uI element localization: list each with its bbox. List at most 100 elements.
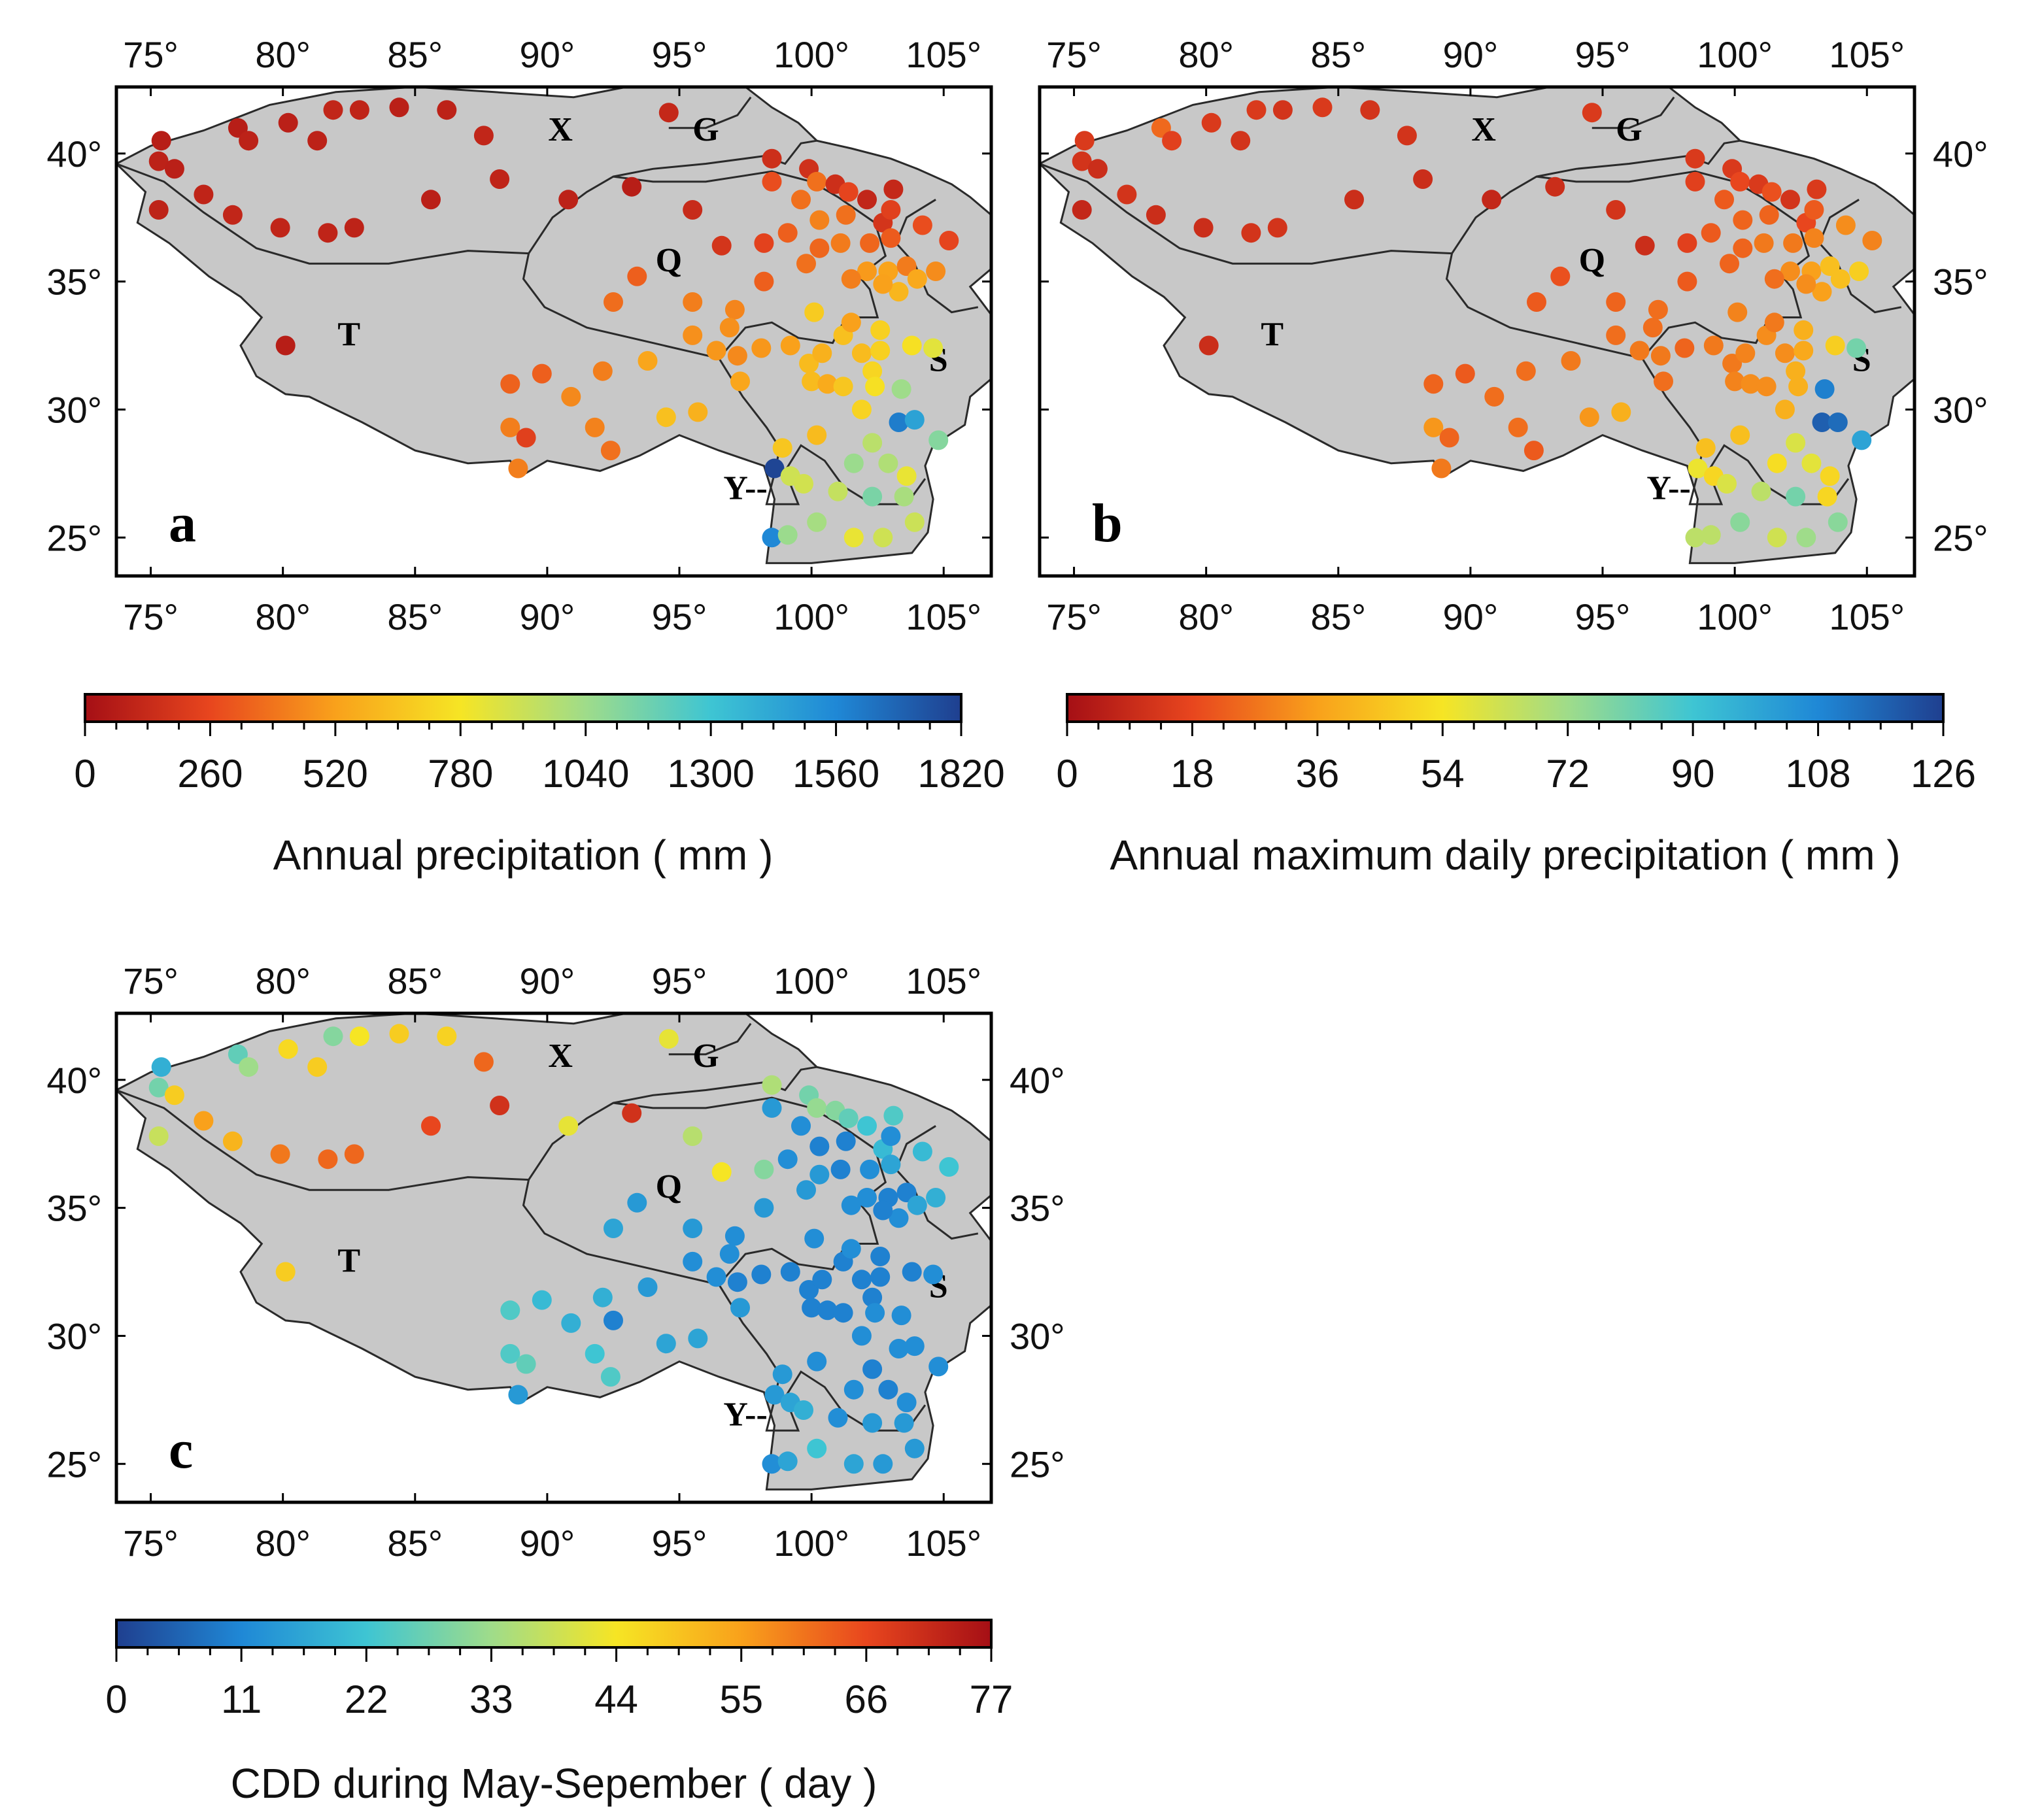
colorbar-tick-label: 66	[844, 1677, 888, 1721]
station-point	[1439, 428, 1459, 448]
region-label: T	[1261, 316, 1284, 354]
station-point	[817, 374, 838, 394]
station-point	[1862, 231, 1882, 250]
station-point	[857, 261, 877, 281]
station-point	[1733, 210, 1753, 230]
lon-tick-label: 90°	[520, 34, 575, 75]
lon-tick-label: 100°	[1697, 596, 1773, 637]
station-point	[1730, 425, 1750, 445]
region-label: X	[548, 111, 573, 148]
station-point	[656, 407, 676, 428]
station-point	[638, 1277, 658, 1297]
province-border	[1591, 96, 1675, 129]
map-c-ticks: 75° 75° 80° 80° 85° 85° 90° 90° 95° 95° 100° 100° 10…	[46, 960, 1064, 1564]
station-point	[688, 402, 708, 422]
station-point	[1642, 318, 1663, 338]
lat-tick-label: 40°	[1933, 133, 1988, 175]
colorbar-a-title: Annual precipitation ( mm )	[273, 832, 774, 879]
station-point	[1231, 131, 1251, 151]
station-point	[1072, 200, 1092, 220]
station-point	[1582, 103, 1602, 123]
station-point	[421, 190, 441, 210]
station-point	[791, 190, 811, 210]
station-point	[1606, 325, 1626, 345]
station-point	[780, 335, 800, 356]
lon-tick-label: 95°	[1575, 596, 1631, 637]
lon-tick-label: 100°	[1697, 34, 1773, 75]
station-point	[1246, 100, 1267, 120]
lon-tick-label: 80°	[1178, 34, 1234, 75]
station-point	[1846, 338, 1867, 358]
station-point	[1828, 512, 1848, 532]
lon-tick-label: 80°	[255, 1523, 311, 1564]
lat-tick-label: 30°	[46, 389, 102, 430]
station-point	[791, 1116, 811, 1136]
station-point	[870, 1247, 891, 1266]
colorbar-tick-label: 55	[719, 1677, 763, 1721]
station-point	[764, 458, 785, 479]
province-border	[1445, 170, 1811, 360]
station-point	[318, 1149, 338, 1170]
station-point	[683, 200, 703, 220]
station-point	[923, 338, 944, 358]
lat-tick-label: 25°	[1010, 1443, 1065, 1485]
colorbar-a-bar	[84, 693, 962, 723]
station-point	[585, 417, 605, 437]
station-point	[873, 528, 893, 548]
lon-tick-label: 95°	[652, 960, 707, 1002]
station-point	[688, 1328, 708, 1349]
colorbar-tick-label: 0	[74, 752, 95, 796]
station-point	[719, 318, 740, 338]
colorbar-c-bar	[115, 1619, 993, 1649]
station-point	[724, 299, 745, 320]
station-point	[807, 1351, 827, 1372]
station-point	[437, 1026, 457, 1047]
station-point	[754, 1159, 774, 1179]
station-point	[843, 453, 864, 473]
station-point	[730, 371, 750, 392]
station-point	[891, 379, 911, 399]
station-point	[907, 1195, 927, 1215]
station-point	[1561, 351, 1581, 371]
station-point	[862, 1413, 883, 1433]
station-point	[889, 282, 909, 302]
station-point	[1733, 238, 1753, 258]
colorbar-tick-label: 36	[1295, 752, 1339, 796]
station-point	[239, 1057, 259, 1077]
colorbar-tick-label: 260	[177, 752, 243, 796]
province-border	[668, 1022, 752, 1056]
station-point	[1741, 374, 1761, 394]
colorbar-c-title: CDD during May-Sepember ( day )	[231, 1760, 877, 1807]
station-point	[836, 1131, 856, 1151]
station-point	[1775, 399, 1795, 420]
lon-tick-label: 90°	[520, 596, 575, 637]
station-point	[873, 1200, 893, 1221]
station-point	[873, 1454, 893, 1474]
station-point	[638, 351, 658, 371]
land-polygon	[116, 1013, 991, 1491]
station-point	[1780, 190, 1800, 210]
station-point	[500, 417, 520, 437]
lon-tick-label: 95°	[652, 34, 707, 75]
station-point	[870, 320, 891, 340]
station-point	[1722, 354, 1743, 373]
station-point	[1796, 528, 1816, 548]
map-b-stations	[1072, 97, 1882, 548]
region-label: G	[1616, 111, 1642, 148]
station-point	[1730, 171, 1750, 192]
station-point	[1431, 458, 1452, 479]
station-point	[1344, 190, 1364, 210]
province-border	[668, 96, 752, 129]
station-point	[604, 292, 623, 312]
station-point	[1796, 274, 1816, 294]
station-point	[857, 190, 877, 210]
lat-tick-label: 30°	[1933, 389, 1988, 430]
station-point	[912, 215, 932, 235]
station-point	[1413, 169, 1433, 189]
station-point	[794, 1400, 813, 1420]
station-point	[500, 374, 520, 394]
map-c-stations	[148, 1024, 959, 1474]
station-point	[1267, 218, 1287, 238]
station-point	[1201, 112, 1221, 133]
